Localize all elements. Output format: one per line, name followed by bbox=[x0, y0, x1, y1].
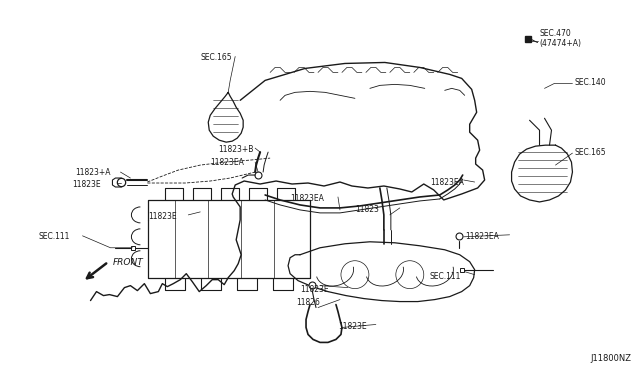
Text: SEC.165: SEC.165 bbox=[200, 52, 232, 61]
Text: 11823: 11823 bbox=[355, 205, 379, 214]
Text: SEC.111: SEC.111 bbox=[38, 232, 70, 241]
Text: 11823E: 11823E bbox=[338, 323, 367, 331]
Text: 11823E: 11823E bbox=[72, 180, 101, 189]
Text: 11823E: 11823E bbox=[300, 285, 329, 294]
Text: 11823EA: 11823EA bbox=[210, 158, 244, 167]
Text: 11823+A: 11823+A bbox=[76, 168, 111, 177]
Text: 11823EA: 11823EA bbox=[466, 232, 500, 241]
Text: 11823EA: 11823EA bbox=[290, 194, 324, 203]
Text: FRONT: FRONT bbox=[113, 258, 143, 267]
Text: 11826: 11826 bbox=[296, 298, 320, 307]
Text: 11823E: 11823E bbox=[148, 212, 177, 221]
Text: 11823EA: 11823EA bbox=[430, 178, 463, 187]
Text: J11800NZ: J11800NZ bbox=[590, 355, 631, 363]
Text: SEC.140: SEC.140 bbox=[575, 78, 606, 87]
Text: SEC.165: SEC.165 bbox=[575, 148, 606, 157]
Text: SEC.111: SEC.111 bbox=[430, 272, 461, 281]
Text: 11823+B: 11823+B bbox=[218, 145, 253, 154]
Text: SEC.470
(47474+A): SEC.470 (47474+A) bbox=[540, 29, 582, 48]
